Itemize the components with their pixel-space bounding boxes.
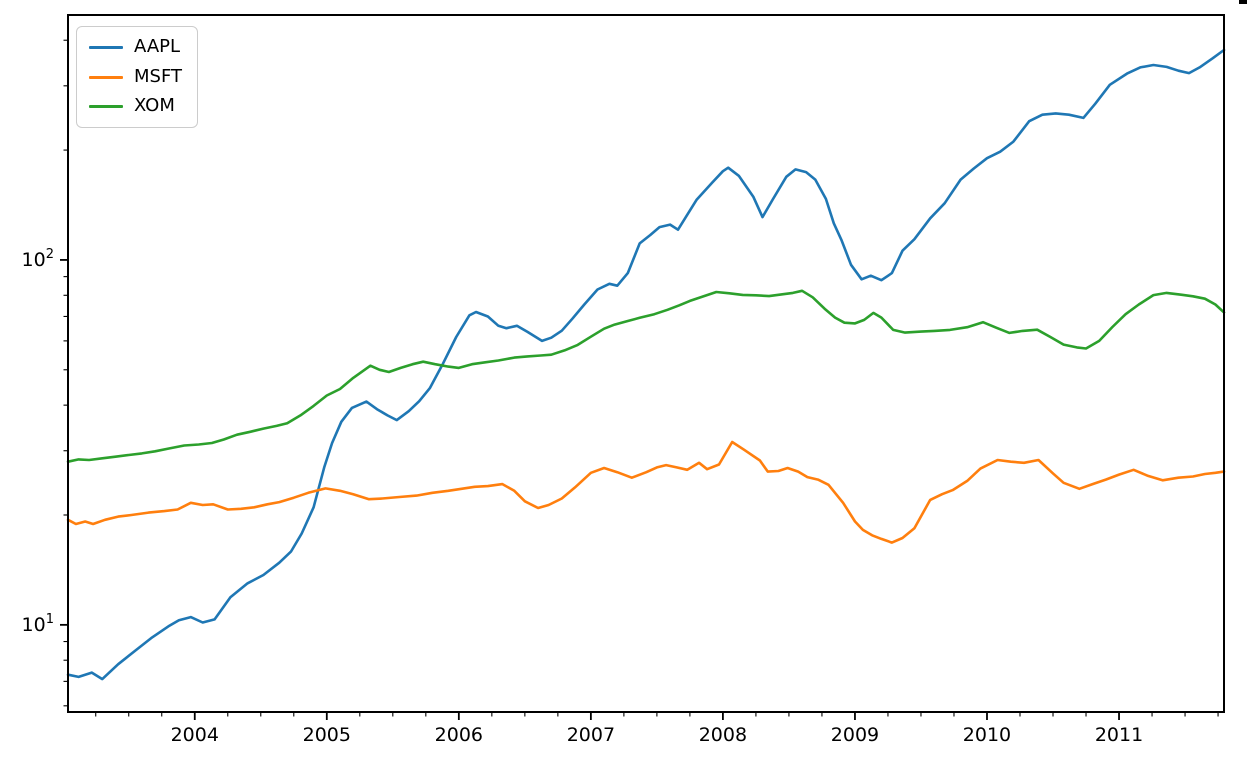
- x-axis-tick-label: 2004: [171, 724, 219, 746]
- x-axis-tick-label: 2010: [963, 724, 1011, 746]
- legend-item-msft: MSFT: [89, 65, 182, 88]
- x-axis-tick-label: 2007: [567, 724, 615, 746]
- legend-item-xom: XOM: [89, 96, 182, 117]
- msft-line: [66, 440, 1226, 544]
- x-axis-tick-label: 2008: [699, 724, 747, 746]
- screen-corner-artifact: [1239, 0, 1247, 4]
- legend: AAPL MSFT XOM: [76, 26, 198, 129]
- aapl-line: [66, 48, 1226, 681]
- legend-label-aapl: AAPL: [134, 36, 181, 57]
- xom-line-sample: [89, 105, 123, 109]
- axes-spines: [67, 14, 1225, 713]
- y-axis-tick-label: 102: [22, 247, 54, 271]
- legend-label-msft: MSFT: [134, 65, 182, 87]
- x-axis-tick-label: 2006: [435, 724, 483, 746]
- legend-item-aapl: AAPL: [89, 36, 182, 58]
- xom-line: [66, 289, 1226, 463]
- x-axis-tick-label: 2011: [1095, 724, 1143, 746]
- aapl-line-sample: [89, 45, 123, 49]
- x-axis-tick-label: 2005: [303, 724, 351, 746]
- legend-label-xom: XOM: [134, 95, 175, 117]
- msft-line-sample: [89, 75, 123, 79]
- x-axis-tick-label: 2009: [831, 724, 879, 746]
- y-axis-tick-label: 101: [22, 612, 54, 636]
